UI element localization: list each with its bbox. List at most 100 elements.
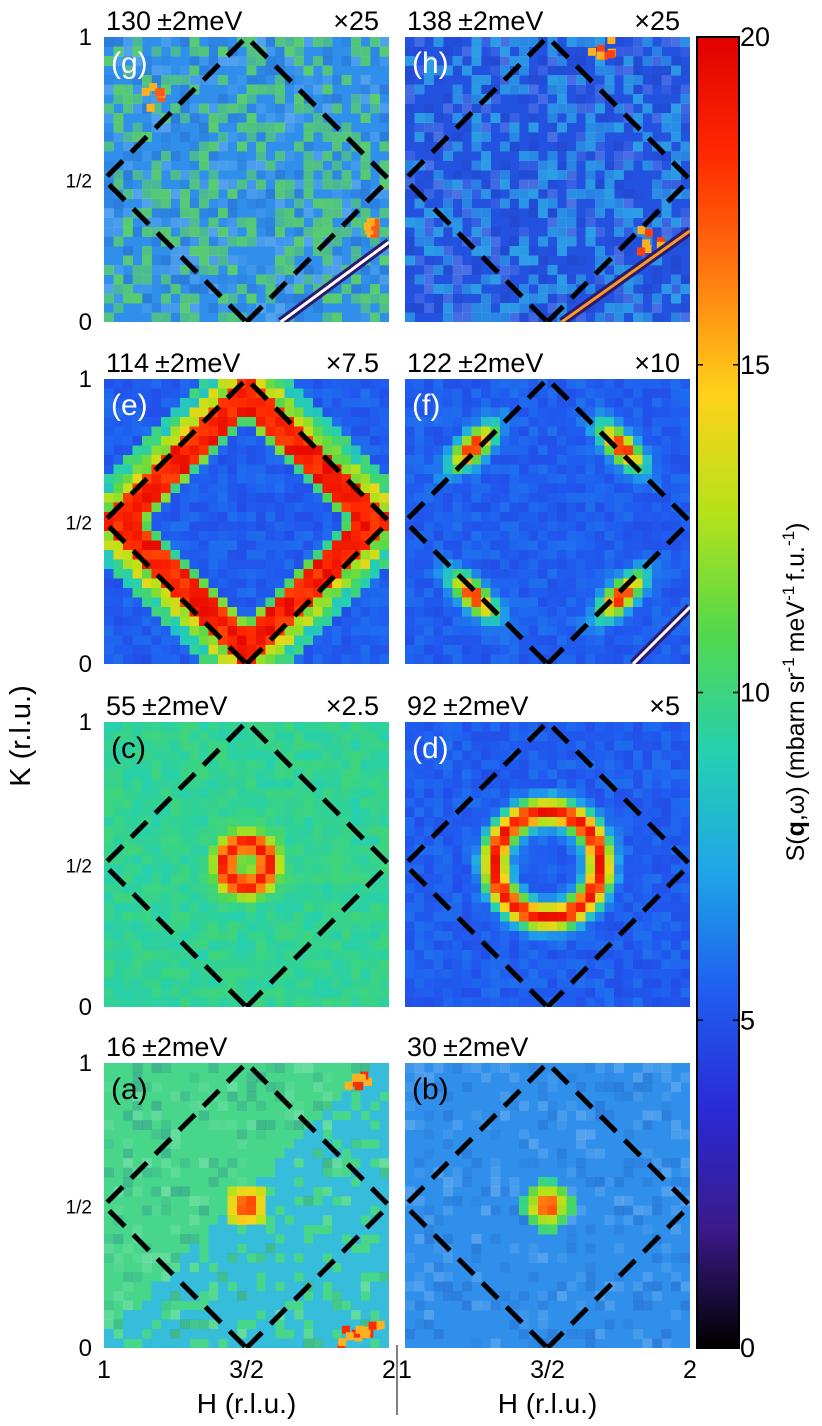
panel-letter: (d)	[412, 732, 449, 765]
y-tick-label: 1	[79, 366, 92, 393]
panel-letter: (c)	[111, 732, 146, 765]
panel-uncertainty: ±2meV	[458, 6, 543, 36]
heatmap-c	[104, 722, 389, 1007]
panel-f: (f) 122 ±2meV ×10	[405, 348, 690, 664]
hotspot	[376, 1320, 385, 1329]
hotspot	[364, 1077, 373, 1086]
panel-scale: ×10	[634, 348, 680, 378]
hotspot	[362, 1330, 371, 1339]
hotspot	[366, 218, 375, 227]
panel-e: (e) 114 ±2meV ×7.5	[104, 348, 389, 664]
hotspot	[644, 228, 653, 237]
y-tick-label: 1/2	[66, 172, 92, 193]
heatmap-a	[104, 1063, 389, 1348]
y-tick-label: 1	[79, 1050, 92, 1077]
hotspot	[355, 1082, 364, 1091]
x-tick-label: 3/2	[530, 1356, 565, 1384]
panels: (g)130 ±2meV ×25(h)138 ±2meV ×25(e)114 ±2meV ×…	[104, 6, 690, 1348]
y-tick-label: 1/2	[66, 857, 92, 878]
x-tick-label: 3/2	[229, 1356, 264, 1384]
y-tick-label: 1	[79, 709, 92, 736]
y-tick-label: 0	[79, 309, 92, 336]
panel-title: 138 ±2meV	[407, 6, 543, 36]
heatmap-h	[405, 37, 690, 322]
panel-a: (a) 16 ±2meV	[104, 1032, 389, 1348]
hotspot	[344, 1081, 353, 1090]
x-tick-label: 2	[683, 1356, 697, 1384]
panel-uncertainty: ±2meV	[458, 348, 543, 378]
colorbar-tick-label: 5	[740, 1005, 755, 1035]
x-axis-label: H (r.l.u.)	[197, 1388, 297, 1419]
streak	[631, 605, 690, 664]
panel-title: 92 ±2meV	[407, 691, 528, 721]
x-axis-label: H (r.l.u.)	[498, 1388, 598, 1419]
panel-scale: ×25	[634, 6, 680, 36]
panel-uncertainty: ±2meV	[157, 6, 242, 36]
y-tick-label: 1/2	[66, 1198, 92, 1219]
y-tick-label: 1/2	[66, 514, 92, 535]
panel-title: 16 ±2meV	[106, 1032, 227, 1062]
panel-energy: 138	[407, 6, 452, 36]
panel-letter: (h)	[412, 47, 449, 80]
y-tick-label: 0	[79, 994, 92, 1021]
hotspot	[656, 237, 665, 246]
panel-energy: 122	[407, 348, 452, 378]
hotspot	[363, 222, 372, 231]
hotspot	[596, 45, 605, 54]
hotspot	[341, 1325, 350, 1334]
streak	[560, 229, 690, 322]
panel-uncertainty: ±2meV	[443, 1032, 528, 1062]
heatmap-d	[405, 722, 690, 1007]
colorbar-label: S(q,ω) (mbarn sr-1meV-1f.u.-1)	[779, 523, 810, 862]
hotspot	[368, 1321, 377, 1330]
hotspot	[141, 87, 150, 96]
panel-uncertainty: ±2meV	[155, 348, 240, 378]
panel-title: 130 ±2meV	[106, 6, 242, 36]
hotspot	[371, 222, 380, 231]
panel-energy: 30	[407, 1032, 437, 1062]
panel-h: (h) 138 ±2meV ×25	[405, 6, 690, 322]
panel-title: 114 ±2meV	[106, 348, 240, 378]
heatmap-f	[405, 379, 690, 664]
hotspot	[643, 245, 652, 254]
colorbar-tick-label: 10	[740, 678, 770, 708]
colorbar-tick-label: 20	[740, 22, 770, 52]
panel-energy: 114	[106, 348, 149, 378]
hotspot	[365, 226, 374, 235]
hotspot	[337, 1344, 346, 1348]
hotspot	[596, 51, 605, 60]
panel-uncertainty: ±2meV	[142, 691, 227, 721]
hotspot	[155, 88, 164, 97]
panel-scale: ×7.5	[326, 348, 379, 378]
y-tick-label: 0	[79, 651, 92, 678]
hotspot	[607, 50, 616, 59]
y-tick-label: 1	[79, 24, 92, 51]
hotspot	[637, 226, 646, 235]
panel-d: (d) 92 ±2meV ×5	[405, 691, 690, 1007]
hotspot	[637, 247, 646, 256]
panel-energy: 130	[106, 6, 151, 36]
heatmap-b	[405, 1063, 690, 1348]
colorbar-tick-label: 15	[740, 350, 770, 380]
hotspot	[352, 1073, 361, 1082]
y-axis-label: K (r.l.u.)	[5, 685, 37, 787]
hotspot	[656, 241, 665, 250]
hotspot	[357, 1073, 366, 1082]
panel-scale: ×25	[333, 6, 379, 36]
x-tick-label: 1	[398, 1356, 412, 1384]
x-tick-label: 2	[382, 1356, 396, 1384]
panel-scale: ×5	[649, 691, 680, 721]
hotspot	[149, 83, 158, 92]
heatmap-e	[104, 379, 389, 664]
colorbar-gradient	[696, 36, 740, 1349]
panel-energy: 16	[106, 1032, 136, 1062]
hotspot	[146, 103, 155, 112]
panel-uncertainty: ±2meV	[142, 1032, 227, 1062]
panel-uncertainty: ±2meV	[443, 691, 528, 721]
hotspot	[642, 239, 651, 248]
panel-b: (b) 30 ±2meV	[405, 1032, 690, 1348]
colorbar-tick-label: 0	[740, 1333, 755, 1363]
hotspot	[370, 229, 379, 238]
